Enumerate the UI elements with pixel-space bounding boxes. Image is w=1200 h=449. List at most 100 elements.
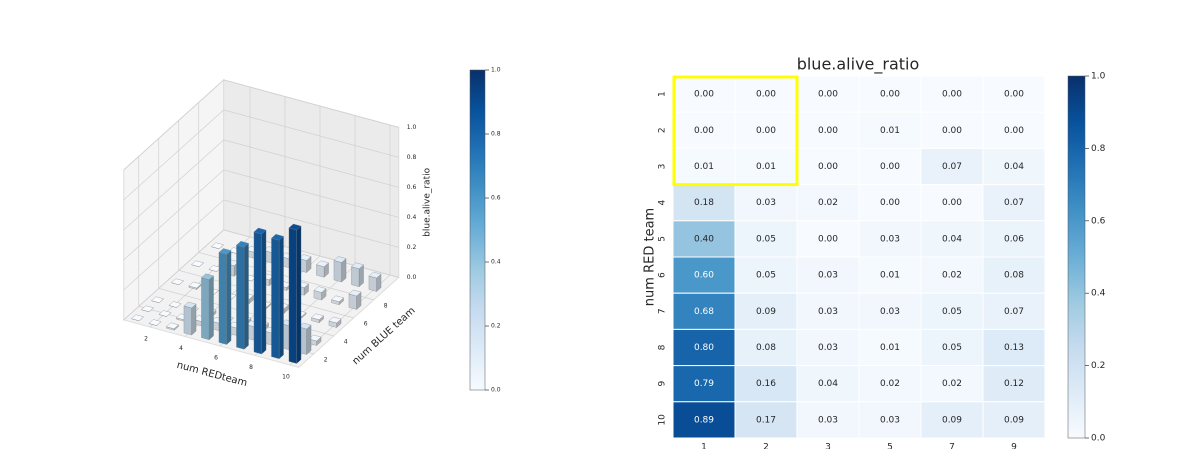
cell-label: 0.68 <box>694 307 714 317</box>
heatmap-cell <box>982 147 1046 186</box>
cell-label: 0.02 <box>818 198 838 208</box>
cell-label: 0.03 <box>880 415 900 425</box>
heatmap-cell <box>920 220 984 258</box>
column-label: 5 <box>887 443 893 449</box>
bar <box>253 227 267 355</box>
heatmap-cell <box>858 401 922 439</box>
cell-label: 0.18 <box>694 198 714 208</box>
cell-label: 0.06 <box>1004 234 1024 244</box>
heatmap-cell <box>858 75 922 113</box>
heatmap-cell <box>982 292 1046 330</box>
bar-front <box>348 293 357 310</box>
cell-label: 0.05 <box>756 271 776 281</box>
colorbar-tick-label: 0.8 <box>491 131 501 138</box>
heatmap-cell <box>672 365 736 403</box>
grid-line <box>123 79 399 171</box>
grid-line <box>219 106 321 347</box>
row-label: 5 <box>658 236 668 242</box>
heatmap-cell <box>982 401 1046 439</box>
column-label: 3 <box>825 443 831 449</box>
x-tick-label: 4 <box>179 345 183 352</box>
bar-front <box>218 252 227 345</box>
cell-label: 0.00 <box>756 90 776 100</box>
bar-top <box>171 278 184 285</box>
bar <box>141 305 154 312</box>
bar <box>218 248 232 345</box>
highlight-box <box>672 75 799 187</box>
cell-label: 0.00 <box>880 162 900 172</box>
bar <box>331 295 344 306</box>
cell-label: 0.09 <box>1004 415 1024 425</box>
cell-label: 0.07 <box>942 162 962 172</box>
cell-label: 0.03 <box>818 307 838 317</box>
bar-top <box>271 234 284 241</box>
bar-side <box>191 303 197 336</box>
colorbar-tick-label: 0.4 <box>1091 289 1106 299</box>
row-label: 3 <box>658 164 668 170</box>
colorbar-tick-label: 0.2 <box>1091 361 1105 371</box>
bar <box>188 281 202 290</box>
heatmap-cell <box>920 365 984 403</box>
column-label: 2 <box>763 443 769 449</box>
bar-top <box>351 262 364 269</box>
row-label: 8 <box>658 344 668 350</box>
bar <box>328 316 342 328</box>
x-tick-label: 2 <box>144 336 148 343</box>
x-tick-label: 10 <box>282 374 290 381</box>
bar <box>271 234 284 360</box>
y-tick-label: 4 <box>344 338 348 345</box>
cell-label: 0.02 <box>942 271 962 281</box>
cell-label: 0.00 <box>1004 126 1024 136</box>
bar <box>311 313 324 324</box>
heatmap-cell <box>796 220 860 258</box>
cell-label: 0.16 <box>756 379 776 389</box>
heatmap-cell <box>672 328 736 367</box>
heatmap-cell <box>982 184 1046 222</box>
grid-line <box>198 102 374 301</box>
heatmap-cell <box>796 147 860 186</box>
cell-label: 0.00 <box>694 126 714 136</box>
bar-front <box>333 260 342 283</box>
heatmap-cell <box>920 256 984 294</box>
heatmap-cell <box>920 401 984 439</box>
row-label: 10 <box>658 414 668 426</box>
bar <box>236 241 249 350</box>
cell-label: 0.04 <box>1004 162 1024 172</box>
bar-front <box>201 277 210 340</box>
cell-label: 0.03 <box>756 198 776 208</box>
bar-top <box>148 319 162 326</box>
heatmap-cell <box>734 401 798 439</box>
x-tick-label: 8 <box>249 364 253 371</box>
cell-label: 0.03 <box>880 307 900 317</box>
cell-label: 0.12 <box>1004 379 1024 389</box>
cell-label: 0.01 <box>880 271 900 281</box>
bar-top <box>211 242 224 249</box>
bar-top <box>311 313 324 320</box>
bar <box>131 314 144 321</box>
z-tick-label: 1.0 <box>407 124 417 131</box>
cell-label: 0.17 <box>756 415 776 425</box>
bar <box>313 286 327 301</box>
bar-top <box>316 260 329 267</box>
cell-label: 0.01 <box>880 126 900 136</box>
bar-front <box>253 231 262 355</box>
heatmap-cell <box>672 401 736 439</box>
heatmap-cell <box>796 292 860 330</box>
cell-label: 0.03 <box>818 415 838 425</box>
cell-label: 0.09 <box>756 307 776 317</box>
cell-label: 0.07 <box>1004 307 1024 317</box>
bar-top <box>298 254 312 261</box>
cell-label: 0.03 <box>880 234 900 244</box>
y-tick-label: 8 <box>384 302 388 309</box>
bar-front <box>288 227 297 364</box>
y-tick-label: 6 <box>364 320 368 327</box>
heatmap-cell <box>920 184 984 222</box>
cell-label: 0.03 <box>818 343 838 353</box>
z-tick-label: 0.8 <box>407 154 417 161</box>
heatmap-cell <box>796 111 860 149</box>
cell-label: 0.05 <box>756 234 776 244</box>
heatmap-cell <box>734 184 798 222</box>
heatmap-cell <box>796 184 860 222</box>
cell-label: 0.02 <box>942 379 962 389</box>
